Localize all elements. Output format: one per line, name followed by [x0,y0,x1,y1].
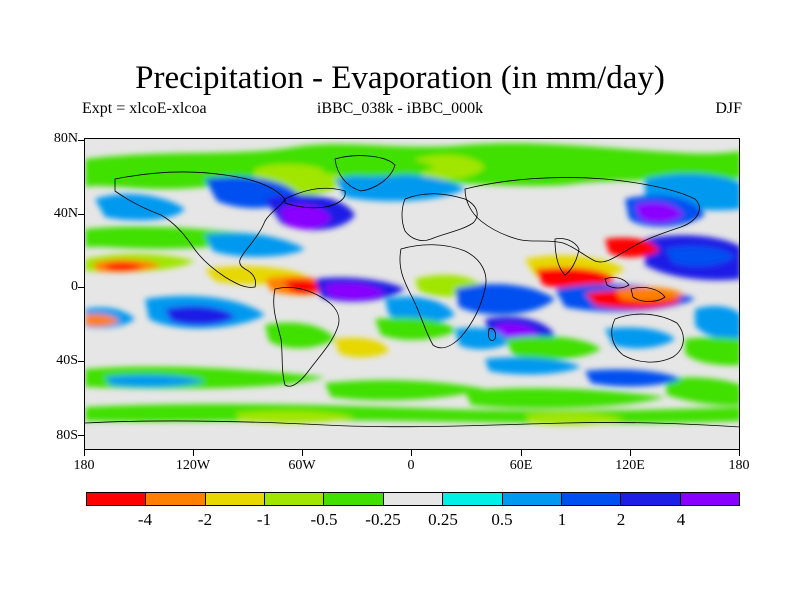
colorbar [86,492,740,506]
ytick-label: 80S [56,428,78,443]
ytick-label: 40N [53,206,78,221]
colorbar-swatch [680,493,739,505]
colorbar-label: -0.25 [365,510,401,529]
colorbar-label: 0.5 [491,510,513,529]
colorbar-label: 4 [676,510,686,529]
colorbar-label: -1 [256,510,272,529]
ytick-label: 40S [56,353,78,368]
ytick-label: 80N [53,131,78,146]
xtick-label: 0 [407,458,415,473]
pe-field-map [85,139,739,449]
colorbar-swatch [205,493,266,505]
xtick-label: 60E [509,458,533,473]
x-tick-mark [521,450,522,456]
map-panel [84,138,740,450]
colorbar-label: -2 [197,510,213,529]
x-tick-mark [193,450,194,456]
ytick-label: 0 [71,279,78,294]
xtick-label: 120E [615,458,645,473]
colorbar-swatch [561,493,622,505]
y-tick-mark [78,140,84,141]
experiment-label: Expt = xlcoE-xlcoa [82,100,207,117]
x-tick-mark [84,450,85,456]
xtick-label: 60W [288,458,316,473]
colorbar-swatch [324,493,384,505]
xtick-label: 120W [175,458,211,473]
colorbar-swatch [443,493,503,505]
xtick-label: 180 [73,458,95,473]
x-tick-mark [411,450,412,456]
colorbar-swatch [621,493,681,505]
colorbar-swatch [87,493,147,505]
y-tick-mark [78,214,84,215]
x-tick-mark [630,450,631,456]
colorbar-label: 2 [616,510,626,529]
y-tick-mark [78,435,84,436]
colorbar-swatch [265,493,325,505]
colorbar-label: -0.5 [310,510,338,529]
x-tick-mark [739,450,740,456]
field-patches [85,143,739,426]
case-label: iBBC_038k - iBBC_000k [316,100,484,117]
chart-title: Precipitation - Evaporation (in mm/day) [135,60,665,96]
colorbar-label: 1 [557,510,567,529]
colorbar-swatch [383,493,444,505]
coastlines [85,155,739,428]
xtick-label: 180 [728,458,750,473]
colorbar-label: -4 [137,510,153,529]
y-tick-mark [78,287,84,288]
colorbar-swatch [146,493,206,505]
colorbar-label: 0.25 [428,510,458,529]
season-label: DJF [715,100,742,117]
x-tick-mark [302,450,303,456]
colorbar-swatch [502,493,562,505]
y-tick-mark [78,361,84,362]
